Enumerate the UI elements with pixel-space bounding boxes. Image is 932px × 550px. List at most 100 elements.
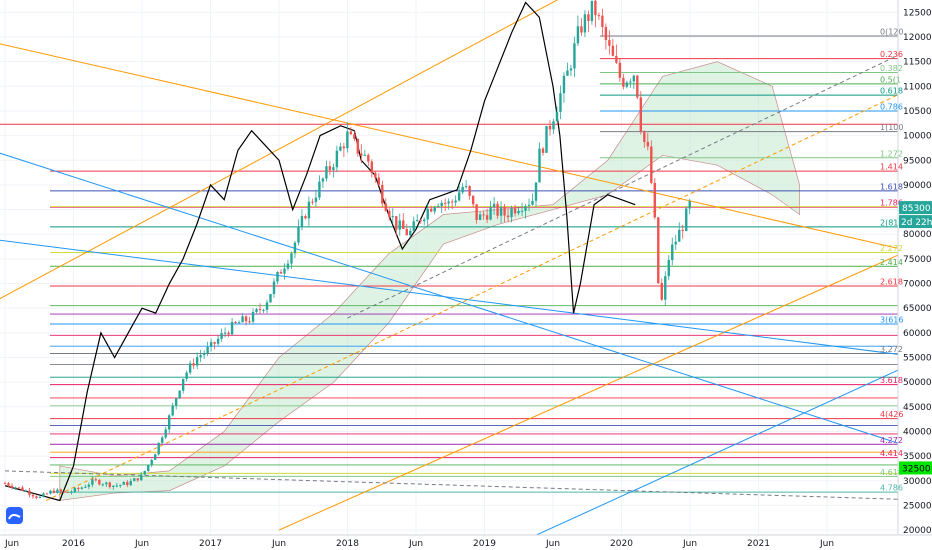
candle	[657, 217, 660, 284]
candle	[105, 482, 108, 485]
candle	[576, 26, 580, 44]
x-tick-label: 2016	[62, 539, 85, 549]
candle	[650, 146, 653, 183]
candle	[454, 200, 457, 203]
candle	[112, 485, 115, 488]
y-tick-label: 70000	[903, 280, 932, 290]
candle	[77, 487, 80, 489]
price-axis[interactable]: 20000 25000 30000 35000 40000 45000 50000 55000…	[903, 8, 932, 536]
candle	[447, 201, 450, 204]
tradingview-logo-icon[interactable]	[6, 507, 23, 524]
candle	[587, 14, 590, 21]
fib-level-label: 1(100	[880, 123, 903, 132]
candle	[545, 125, 548, 153]
candle	[353, 134, 356, 139]
trend-line	[0, 239, 898, 355]
candle	[363, 154, 367, 156]
fib-level-label: 0.5(1	[880, 75, 901, 84]
candle	[248, 321, 251, 323]
candle	[28, 490, 31, 495]
candle	[360, 153, 363, 156]
candle	[412, 221, 415, 231]
fib-level-label: 4.618	[880, 468, 903, 477]
candle	[307, 201, 311, 219]
candle	[209, 342, 213, 347]
fib-level-label: 2.618	[880, 277, 903, 286]
svg-text:2d 22h: 2d 22h	[901, 218, 932, 228]
candle	[63, 491, 66, 493]
candle	[436, 206, 440, 208]
candle	[91, 479, 94, 485]
candle	[409, 230, 412, 236]
y-tick-label: 45000	[903, 403, 932, 413]
candle	[206, 346, 209, 354]
candle	[157, 442, 160, 455]
x-tick-label: Jun	[545, 539, 560, 549]
candle	[510, 208, 513, 218]
candle	[646, 141, 650, 147]
candle	[674, 241, 677, 245]
x-tick-label: Jun	[682, 539, 697, 549]
candle	[416, 219, 419, 222]
fib-level-label: 3(616	[880, 315, 903, 324]
y-tick-label: 80000	[903, 230, 932, 240]
candle	[580, 26, 583, 33]
y-tick-label: 65000	[903, 304, 932, 314]
y-tick-label: 35000	[903, 452, 932, 462]
trend-line	[0, 43, 898, 249]
candle	[443, 202, 447, 204]
fib-level-label: 4.414	[880, 449, 903, 458]
candle	[133, 478, 136, 482]
x-tick-label: Jun	[819, 539, 834, 549]
candle	[671, 244, 674, 261]
candle	[492, 203, 496, 208]
candle	[38, 496, 42, 498]
candle	[283, 268, 286, 274]
candle	[237, 322, 241, 324]
trend-line	[0, 0, 559, 300]
candle	[241, 316, 244, 323]
fib-level-label: 3.272	[880, 345, 903, 354]
candle	[423, 219, 426, 222]
candle	[471, 195, 475, 205]
x-tick-label: 2021	[747, 539, 770, 549]
candle	[143, 470, 146, 475]
candle	[349, 131, 353, 135]
candle	[615, 55, 618, 63]
time-axis[interactable]: Jun 2016 Jun 2017 Jun 2018 Jun 2019 Jun 2020 Jun 20…	[4, 539, 834, 549]
candle	[24, 490, 28, 492]
y-tick-label: 30000	[903, 477, 932, 487]
candle	[618, 62, 622, 78]
candle	[527, 204, 531, 206]
candle	[94, 479, 98, 481]
candle	[14, 487, 17, 489]
candle	[464, 186, 468, 188]
candle	[98, 479, 101, 485]
y-tick-label: 90000	[903, 181, 932, 191]
candle	[178, 390, 181, 399]
candle	[346, 131, 349, 149]
candle	[192, 363, 195, 366]
candle	[388, 210, 391, 218]
x-tick-label: 2019	[473, 539, 496, 549]
candle	[108, 482, 112, 488]
candle	[342, 146, 346, 149]
y-tick-label: 75000	[903, 255, 932, 265]
candle	[356, 138, 360, 154]
candle	[223, 332, 227, 334]
candle	[534, 182, 538, 201]
fib-level-label: 0.382	[880, 64, 903, 73]
y-tick-label: 50000	[903, 378, 932, 388]
candle	[251, 312, 255, 322]
candle	[115, 485, 118, 487]
candle	[181, 378, 185, 391]
last-price-badge: 85300 2d 22h	[899, 201, 932, 229]
y-tick-label: 20000	[903, 526, 932, 536]
candle	[174, 398, 178, 406]
candle	[311, 201, 314, 203]
candle	[202, 353, 206, 356]
y-tick-label: 120000	[903, 33, 932, 43]
candle	[405, 228, 408, 236]
candle	[171, 405, 174, 416]
